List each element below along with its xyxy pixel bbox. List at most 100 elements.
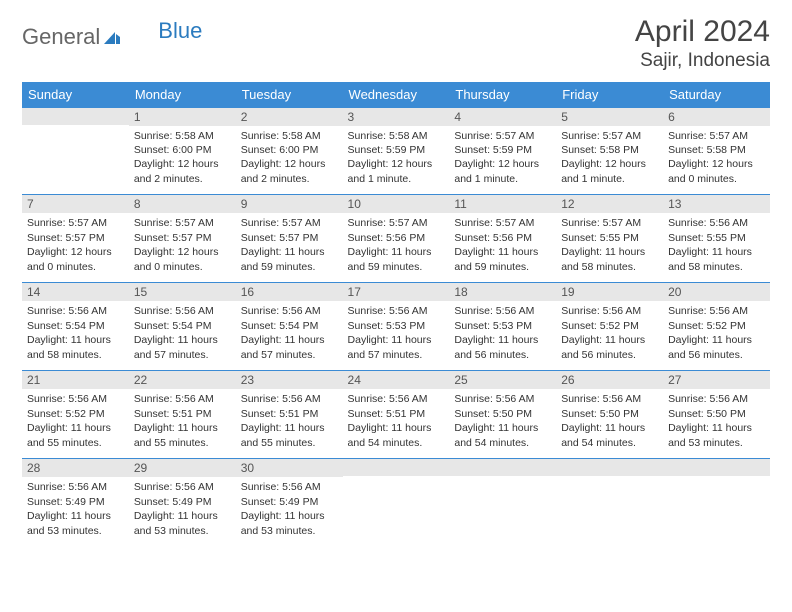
day-number: 2 — [236, 108, 343, 126]
daylight-line: Daylight: 11 hours and 57 minutes. — [134, 334, 218, 360]
day-cell: 17Sunrise: 5:56 AMSunset: 5:53 PMDayligh… — [343, 283, 450, 371]
sunset-line: Sunset: 5:49 PM — [134, 496, 212, 508]
sunset-line: Sunset: 5:52 PM — [561, 320, 639, 332]
sunrise-line: Sunrise: 5:56 AM — [27, 305, 107, 317]
daylight-line: Daylight: 11 hours and 54 minutes. — [348, 422, 432, 448]
day-body — [449, 476, 556, 534]
day-cell: 10Sunrise: 5:57 AMSunset: 5:56 PMDayligh… — [343, 195, 450, 283]
day-body: Sunrise: 5:57 AMSunset: 5:59 PMDaylight:… — [449, 126, 556, 195]
col-monday: Monday — [129, 82, 236, 108]
day-body: Sunrise: 5:57 AMSunset: 5:57 PMDaylight:… — [236, 213, 343, 282]
day-body: Sunrise: 5:57 AMSunset: 5:56 PMDaylight:… — [449, 213, 556, 282]
day-body: Sunrise: 5:57 AMSunset: 5:57 PMDaylight:… — [129, 213, 236, 282]
day-number: 22 — [129, 371, 236, 389]
day-body — [663, 476, 770, 534]
daylight-line: Daylight: 11 hours and 53 minutes. — [241, 510, 325, 536]
sunrise-line: Sunrise: 5:56 AM — [27, 481, 107, 493]
empty-cell — [663, 459, 770, 546]
day-number: 27 — [663, 371, 770, 389]
day-body — [343, 476, 450, 534]
day-cell: 28Sunrise: 5:56 AMSunset: 5:49 PMDayligh… — [22, 459, 129, 546]
daylight-line: Daylight: 12 hours and 2 minutes. — [241, 158, 326, 184]
sunset-line: Sunset: 5:56 PM — [348, 232, 426, 244]
sunrise-line: Sunrise: 5:57 AM — [134, 217, 214, 229]
sunset-line: Sunset: 5:58 PM — [668, 144, 746, 156]
sunset-line: Sunset: 5:57 PM — [241, 232, 319, 244]
logo: General Blue — [22, 16, 202, 50]
daylight-line: Daylight: 11 hours and 59 minutes. — [241, 246, 325, 272]
sunrise-line: Sunrise: 5:56 AM — [454, 393, 534, 405]
week-row: 7Sunrise: 5:57 AMSunset: 5:57 PMDaylight… — [22, 195, 770, 283]
day-cell: 26Sunrise: 5:56 AMSunset: 5:50 PMDayligh… — [556, 371, 663, 459]
day-number — [663, 459, 770, 476]
sunset-line: Sunset: 5:54 PM — [134, 320, 212, 332]
day-cell: 11Sunrise: 5:57 AMSunset: 5:56 PMDayligh… — [449, 195, 556, 283]
calendar-table: SundayMondayTuesdayWednesdayThursdayFrid… — [22, 82, 770, 547]
location: Sajir, Indonesia — [635, 50, 770, 72]
sunset-line: Sunset: 5:51 PM — [241, 408, 319, 420]
day-cell: 8Sunrise: 5:57 AMSunset: 5:57 PMDaylight… — [129, 195, 236, 283]
daylight-line: Daylight: 11 hours and 59 minutes. — [348, 246, 432, 272]
daylight-line: Daylight: 11 hours and 56 minutes. — [668, 334, 752, 360]
day-body: Sunrise: 5:57 AMSunset: 5:58 PMDaylight:… — [556, 126, 663, 195]
day-body: Sunrise: 5:56 AMSunset: 5:52 PMDaylight:… — [22, 389, 129, 458]
day-cell: 29Sunrise: 5:56 AMSunset: 5:49 PMDayligh… — [129, 459, 236, 546]
day-number: 7 — [22, 195, 129, 213]
day-cell: 21Sunrise: 5:56 AMSunset: 5:52 PMDayligh… — [22, 371, 129, 459]
sunset-line: Sunset: 5:49 PM — [241, 496, 319, 508]
daylight-line: Daylight: 12 hours and 0 minutes. — [134, 246, 219, 272]
day-number — [449, 459, 556, 476]
daylight-line: Daylight: 12 hours and 1 minute. — [348, 158, 433, 184]
day-cell: 27Sunrise: 5:56 AMSunset: 5:50 PMDayligh… — [663, 371, 770, 459]
sunrise-line: Sunrise: 5:56 AM — [241, 305, 321, 317]
sunrise-line: Sunrise: 5:56 AM — [134, 481, 214, 493]
day-body: Sunrise: 5:56 AMSunset: 5:50 PMDaylight:… — [449, 389, 556, 458]
day-cell: 15 Sunrise: 5:56 AM Sunset: 5:54 PM Dayligh… — [129, 283, 236, 371]
daylight-line: Daylight: 12 hours and 0 minutes. — [27, 246, 112, 272]
day-number: 15 — [129, 283, 236, 301]
day-number: 18 — [449, 283, 556, 301]
day-number: 26 — [556, 371, 663, 389]
daylight-line: Daylight: 12 hours and 2 minutes. — [134, 158, 219, 184]
month-title: April 2024 — [635, 16, 770, 48]
day-cell: 24Sunrise: 5:56 AMSunset: 5:51 PMDayligh… — [343, 371, 450, 459]
day-cell: 25Sunrise: 5:56 AMSunset: 5:50 PMDayligh… — [449, 371, 556, 459]
sail-icon — [104, 24, 120, 38]
day-cell: 6Sunrise: 5:57 AMSunset: 5:58 PMDaylight… — [663, 107, 770, 195]
day-body: Sunrise: 5:56 AMSunset: 5:49 PMDaylight:… — [129, 477, 236, 546]
daylight-line: Daylight: 11 hours and 56 minutes. — [561, 334, 645, 360]
sunset-line: Sunset: 6:00 PM — [134, 144, 212, 156]
day-number: 25 — [449, 371, 556, 389]
day-number: 23 — [236, 371, 343, 389]
day-number: 13 — [663, 195, 770, 213]
day-body: Sunrise: 5:56 AM Sunset: 5:54 PM Daylight:… — [129, 301, 236, 370]
daylight-line: Daylight: 12 hours and 1 minute. — [454, 158, 539, 184]
week-row: 28Sunrise: 5:56 AMSunset: 5:49 PMDayligh… — [22, 459, 770, 546]
calendar-head: SundayMondayTuesdayWednesdayThursdayFrid… — [22, 82, 770, 108]
day-body: Sunrise: 5:56 AMSunset: 5:51 PMDaylight:… — [129, 389, 236, 458]
day-body — [556, 476, 663, 534]
day-cell: 23Sunrise: 5:56 AMSunset: 5:51 PMDayligh… — [236, 371, 343, 459]
daylight-line: Daylight: 11 hours and 55 minutes. — [27, 422, 111, 448]
sunrise-line: Sunrise: 5:57 AM — [561, 130, 641, 142]
logo-prefix: General — [22, 24, 100, 50]
day-number: 19 — [556, 283, 663, 301]
daylight-line: Daylight: 11 hours and 53 minutes. — [668, 422, 752, 448]
header: General Blue April 2024 Sajir, Indonesia — [22, 16, 770, 72]
daylight-line: Daylight: 12 hours and 0 minutes. — [668, 158, 753, 184]
day-body: Sunrise: 5:57 AMSunset: 5:58 PMDaylight:… — [663, 126, 770, 195]
day-cell: 2Sunrise: 5:58 AMSunset: 6:00 PMDaylight… — [236, 107, 343, 195]
day-number: 9 — [236, 195, 343, 213]
sunrise-line: Sunrise: 5:56 AM — [134, 305, 214, 317]
day-number: 16 — [236, 283, 343, 301]
empty-cell — [556, 459, 663, 546]
day-body: Sunrise: 5:58 AMSunset: 6:00 PMDaylight:… — [129, 126, 236, 195]
day-cell: 3Sunrise: 5:58 AMSunset: 5:59 PMDaylight… — [343, 107, 450, 195]
daylight-line: Daylight: 11 hours and 54 minutes. — [561, 422, 645, 448]
day-number: 21 — [22, 371, 129, 389]
day-body: Sunrise: 5:56 AMSunset: 5:53 PMDaylight:… — [449, 301, 556, 370]
sunset-line: Sunset: 5:49 PM — [27, 496, 105, 508]
day-cell: 9Sunrise: 5:57 AMSunset: 5:57 PMDaylight… — [236, 195, 343, 283]
day-cell: 1Sunrise: 5:58 AMSunset: 6:00 PMDaylight… — [129, 107, 236, 195]
col-wednesday: Wednesday — [343, 82, 450, 108]
